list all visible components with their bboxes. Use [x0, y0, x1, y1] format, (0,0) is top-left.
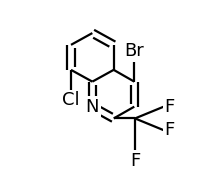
Text: Br: Br: [124, 42, 144, 60]
Text: F: F: [130, 151, 140, 170]
Text: Cl: Cl: [62, 91, 80, 109]
Text: F: F: [165, 98, 175, 116]
Text: N: N: [86, 98, 99, 116]
Text: F: F: [165, 121, 175, 139]
